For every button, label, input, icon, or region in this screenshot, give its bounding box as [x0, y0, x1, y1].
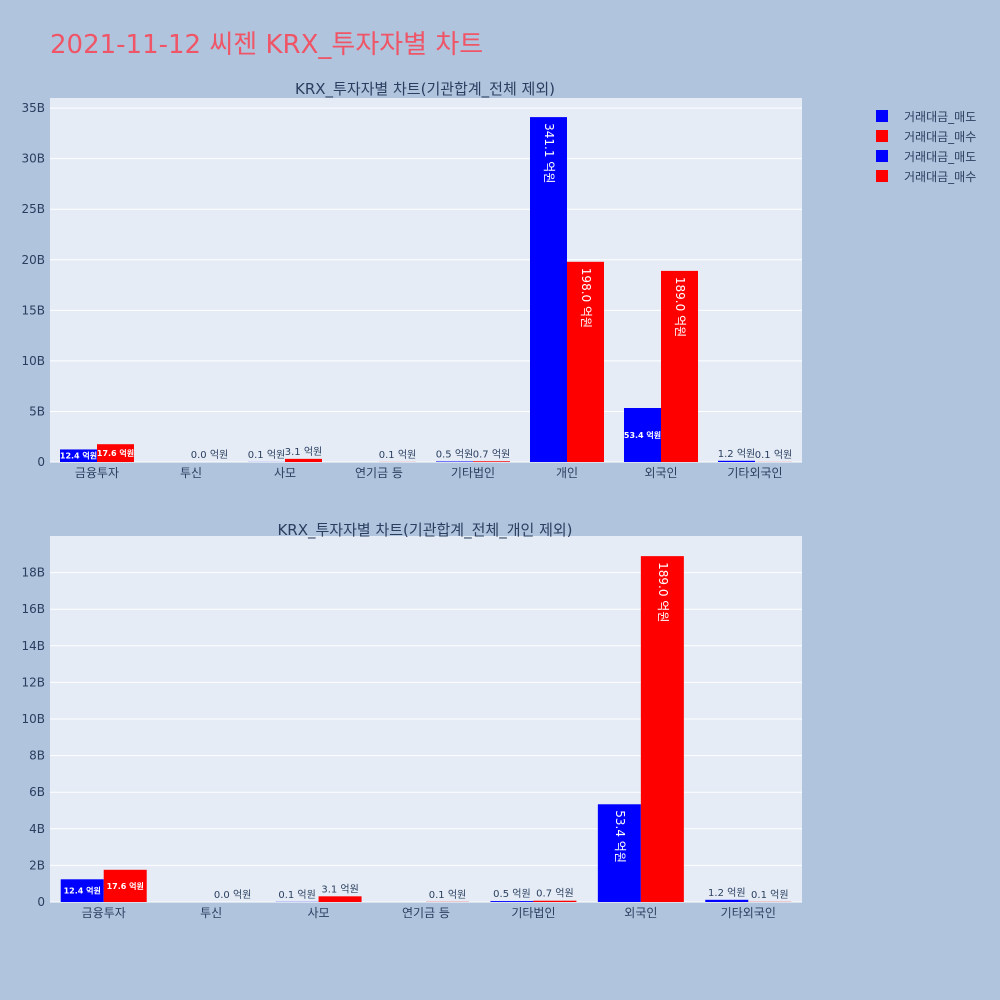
- y-tick-label: 10B: [21, 354, 45, 368]
- bar-label: 1.2 억원: [708, 887, 745, 899]
- legend-item[interactable]: 거래대금_매수: [876, 166, 976, 186]
- legend-item[interactable]: 거래대금_매도: [876, 146, 976, 166]
- bar: [103, 869, 147, 902]
- bar: [473, 461, 510, 462]
- y-tick-label: 18B: [21, 566, 45, 580]
- y-tick-label: 2B: [29, 858, 45, 872]
- bar: [705, 899, 749, 902]
- y-tick-label: 6B: [29, 785, 45, 799]
- bar-label: 12.4 억원: [60, 451, 97, 461]
- bar-label: 0.1 억원: [751, 889, 788, 901]
- x-tick-label: 투신: [200, 906, 222, 920]
- legend-swatch: [876, 170, 888, 182]
- bar: [624, 408, 661, 462]
- y-tick-label: 4B: [29, 822, 45, 836]
- bar-label: 3.1 억원: [285, 446, 322, 458]
- y-tick-label: 25B: [21, 202, 45, 216]
- legend-label: 거래대금_매수: [904, 169, 977, 184]
- legend-label: 거래대금_매수: [904, 129, 977, 144]
- bar-label: 1.2 억원: [718, 448, 755, 460]
- y-tick-label: 20B: [21, 253, 45, 267]
- bar-label: 17.6 억원: [107, 881, 144, 891]
- bar: [530, 117, 567, 463]
- bar-label: 0.7 억원: [473, 448, 510, 460]
- x-tick-label: 연기금 등: [355, 466, 403, 480]
- bar-label: 0.1 억원: [278, 889, 315, 901]
- bar: [318, 896, 362, 902]
- x-tick-label: 기타법인: [511, 906, 555, 920]
- legend-swatch: [876, 110, 888, 122]
- x-tick-label: 금융투자: [75, 466, 119, 480]
- legend-label: 거래대금_매도: [904, 109, 977, 124]
- bar-label: 189.0 억원: [673, 277, 687, 337]
- chart-title: KRX_투자자별 차트(기관합계_전체 제외): [295, 80, 555, 99]
- bar-label: 0.0 억원: [191, 449, 228, 461]
- x-tick-label: 투신: [180, 466, 202, 480]
- bar-label: 0.1 억원: [248, 449, 285, 461]
- y-tick-label: 14B: [21, 639, 45, 653]
- bar-label: 0.5 억원: [436, 448, 473, 460]
- bar: [640, 556, 684, 902]
- bar-label: 0.1 억원: [755, 449, 792, 461]
- x-tick-label: 기타외국인: [721, 906, 776, 920]
- legend-item[interactable]: 거래대금_매도: [876, 106, 976, 126]
- y-tick-label: 0: [37, 895, 45, 909]
- bar: [436, 461, 473, 462]
- bar: [661, 270, 698, 462]
- x-tick-label: 외국인: [644, 466, 677, 480]
- bar: [97, 444, 134, 462]
- x-tick-label: 사모: [274, 466, 296, 480]
- bar: [718, 460, 755, 462]
- x-tick-label: 연기금 등: [402, 906, 450, 920]
- bar-label: 0.1 억원: [379, 449, 416, 461]
- bar-label: 0.1 억원: [429, 889, 466, 901]
- x-tick-label: 기타법인: [451, 466, 495, 480]
- legend: 거래대금_매도 거래대금_매수 거래대금_매도 거래대금_매수: [876, 106, 976, 186]
- bar: [285, 458, 322, 462]
- x-tick-label: 사모: [308, 906, 330, 920]
- legend-label: 거래대금_매도: [904, 149, 977, 164]
- bar-label: 189.0 억원: [656, 562, 670, 622]
- bar: [60, 879, 104, 902]
- bar-label: 53.4 억원: [613, 810, 627, 863]
- y-tick-label: 12B: [21, 675, 45, 689]
- chart-title: KRX_투자자별 차트(기관합계_전체_개인 제외): [277, 521, 572, 540]
- y-tick-label: 15B: [21, 303, 45, 317]
- y-tick-label: 35B: [21, 101, 45, 115]
- legend-item[interactable]: 거래대금_매수: [876, 126, 976, 146]
- x-tick-label: 개인: [556, 466, 578, 480]
- bar: [567, 261, 604, 462]
- y-tick-label: 10B: [21, 712, 45, 726]
- bar: [490, 901, 534, 902]
- bar-label: 0.7 억원: [536, 888, 573, 900]
- page-title: 2021-11-12 씨젠 KRX_투자자별 차트: [50, 30, 484, 60]
- legend-swatch: [876, 150, 888, 162]
- bar-label: 0.0 억원: [214, 889, 251, 901]
- bar-label: 53.4 억원: [624, 430, 661, 440]
- x-tick-label: 기타외국인: [727, 466, 782, 480]
- bar-label: 0.5 억원: [493, 888, 530, 900]
- y-tick-label: 16B: [21, 602, 45, 616]
- y-tick-label: 8B: [29, 749, 45, 763]
- bar: [597, 804, 641, 902]
- bar-label: 198.0 억원: [579, 268, 593, 328]
- y-tick-label: 5B: [29, 404, 45, 418]
- chart-top: 0 5B 10B 15B 20B 25B 30B 35B KRX_투자자별 차트(기관합계_전체…: [21, 80, 802, 480]
- x-tick-label: 외국인: [624, 906, 657, 920]
- y-tick-label: 30B: [21, 152, 45, 166]
- legend-swatch: [876, 130, 888, 142]
- y-tick-label: 0: [37, 455, 45, 469]
- bar: [533, 900, 577, 902]
- bar: [60, 449, 97, 462]
- x-tick-label: 금융투자: [82, 906, 126, 920]
- bar-label: 341.1 억원: [542, 123, 556, 183]
- bar-label: 17.6 억원: [97, 448, 134, 458]
- bar-label: 3.1 억원: [321, 883, 358, 895]
- bar-label: 12.4 억원: [64, 886, 101, 896]
